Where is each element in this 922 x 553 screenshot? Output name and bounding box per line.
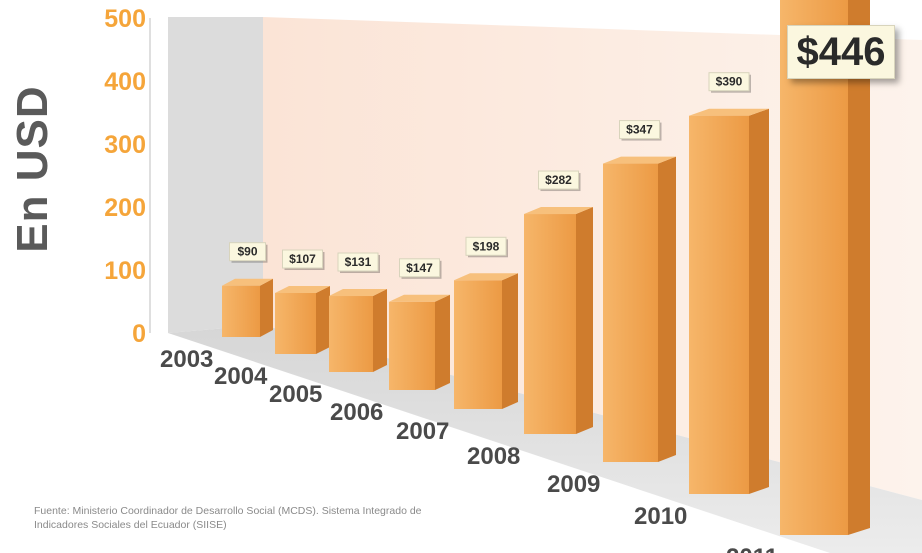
bar-side bbox=[502, 273, 518, 409]
value-label-text: $90 bbox=[237, 245, 257, 259]
x-tick-label: 2007 bbox=[396, 418, 449, 445]
value-labels: $90 $107 $131 $147 $198 $282 $347 $390 bbox=[229, 72, 751, 279]
bar-front bbox=[222, 285, 260, 337]
value-label-box bbox=[465, 236, 507, 256]
value-label-box bbox=[619, 120, 660, 140]
bar-front bbox=[454, 280, 502, 409]
bar-side bbox=[848, 0, 870, 535]
value-label-2009: $347 bbox=[619, 120, 662, 141]
x-tick-label: 2009 bbox=[547, 471, 600, 498]
bar-top bbox=[275, 286, 330, 294]
value-label-2004: $107 bbox=[282, 249, 325, 271]
bar-top bbox=[689, 108, 769, 116]
value-label-text: $282 bbox=[545, 173, 572, 187]
bar-front bbox=[689, 115, 749, 494]
y-axis-title-wrap: En USD bbox=[0, 60, 60, 260]
bar-top bbox=[222, 278, 273, 286]
x-tick-label: 2005 bbox=[269, 381, 322, 408]
bar-side bbox=[435, 294, 450, 390]
value-label-box bbox=[538, 170, 579, 190]
y-tick-label: 500 bbox=[104, 5, 146, 33]
value-label-box bbox=[337, 252, 379, 272]
bar-front bbox=[329, 296, 373, 372]
bar-top bbox=[524, 207, 593, 215]
value-label-2003: $90 bbox=[229, 242, 268, 263]
value-label-text: $198 bbox=[473, 239, 500, 253]
y-tick-label: 200 bbox=[104, 194, 146, 222]
bar-2011 bbox=[780, 0, 870, 536]
y-axis-title: En USD bbox=[8, 85, 57, 253]
x-tick-label: 2011 bbox=[726, 544, 778, 553]
y-axis: 0 100 200 300 400 500 bbox=[104, 5, 146, 348]
value-label-2010: $390 bbox=[708, 72, 751, 93]
bar-2009 bbox=[603, 156, 676, 462]
value-label-text: $347 bbox=[626, 123, 653, 137]
y-tick-label: 400 bbox=[104, 68, 146, 96]
value-label-2007: $198 bbox=[465, 236, 508, 258]
x-tick-label: 2006 bbox=[330, 399, 383, 426]
floor bbox=[168, 325, 922, 553]
value-label-box bbox=[229, 242, 266, 262]
bar-front bbox=[780, 0, 848, 536]
x-tick-label: 2003 bbox=[160, 346, 213, 373]
value-label-box bbox=[282, 249, 323, 269]
bar-top bbox=[389, 294, 450, 302]
x-tick-label: 2010 bbox=[634, 503, 687, 530]
value-label-box bbox=[399, 258, 440, 278]
value-label-box bbox=[708, 72, 750, 92]
value-label-text: $107 bbox=[289, 252, 316, 266]
bar-side bbox=[658, 156, 676, 462]
bar-2004 bbox=[275, 286, 330, 354]
source-note: Fuente: Ministerio Coordinador de Desarr… bbox=[34, 505, 422, 531]
bar-front bbox=[524, 214, 576, 434]
bar-top bbox=[603, 156, 676, 164]
value-label-text: $147 bbox=[406, 261, 433, 275]
value-label-2005: $131 bbox=[337, 252, 380, 274]
bar-side bbox=[576, 207, 593, 434]
bar-2005 bbox=[329, 289, 387, 372]
bar-2007 bbox=[454, 273, 518, 409]
y-tick-label: 300 bbox=[104, 131, 146, 159]
bar-front bbox=[275, 293, 316, 354]
bar-side bbox=[749, 108, 769, 494]
x-tick-label: 2008 bbox=[467, 443, 520, 470]
y-tick-label: 0 bbox=[132, 320, 146, 348]
bar-top bbox=[454, 273, 518, 281]
bar-front bbox=[389, 301, 435, 390]
value-label-text: $390 bbox=[716, 75, 743, 89]
value-label-text: $131 bbox=[345, 255, 372, 269]
bar-front bbox=[603, 163, 658, 462]
bar-side bbox=[373, 289, 387, 372]
bars bbox=[222, 0, 870, 536]
bar-2008 bbox=[524, 207, 593, 434]
bar-2010 bbox=[689, 108, 769, 494]
value-label-2008: $282 bbox=[538, 170, 581, 192]
bar-top bbox=[329, 289, 387, 297]
bar-side bbox=[260, 278, 273, 337]
x-tick-label: 2004 bbox=[214, 363, 268, 390]
highlight-value-label: $446 bbox=[787, 25, 895, 79]
bar-2006 bbox=[389, 294, 450, 390]
bar-2003 bbox=[222, 278, 273, 337]
value-label-2006: $147 bbox=[399, 258, 442, 279]
y-tick-label: 100 bbox=[104, 257, 146, 285]
bar-side bbox=[316, 286, 330, 354]
